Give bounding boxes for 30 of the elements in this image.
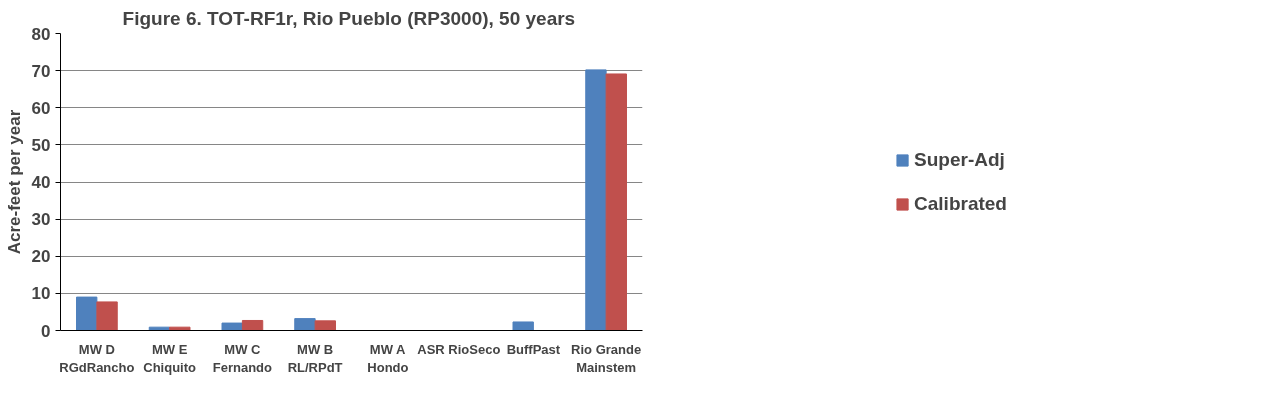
y-tick-label: 60	[31, 98, 51, 118]
y-tick-label: 80	[31, 24, 51, 44]
x-tick-label: MW D RGdRancho	[59, 341, 135, 375]
legend-label: Calibrated	[914, 192, 1007, 215]
x-tick-label: ASR RioSeco	[417, 341, 501, 357]
y-axis-title: Acre-feet per year	[4, 109, 24, 255]
y-tick-label: 70	[31, 61, 51, 81]
x-tick-label: MW C Fernando	[212, 341, 273, 375]
y-tick-label: 50	[31, 135, 51, 155]
y-tick-label: 30	[31, 210, 51, 230]
bar	[76, 296, 98, 331]
chart-title: Figure 6. TOT-RF1r, Rio Pueblo (RP3000), 50 years	[122, 7, 576, 29]
bar	[221, 322, 243, 331]
x-tick-label: Rio Grande Mainstem	[571, 341, 642, 375]
y-tick-label: 10	[31, 284, 51, 304]
y-tick-label: 0	[41, 321, 51, 341]
bar	[585, 69, 607, 331]
x-tick-label: MW E Chiquito	[143, 341, 197, 375]
legend-label: Super-Adj	[914, 148, 1005, 171]
bar	[314, 320, 336, 331]
y-tick-label: 40	[31, 173, 51, 192]
bar	[294, 318, 316, 331]
bar	[605, 73, 627, 331]
bar	[512, 321, 534, 331]
x-tick-label: BuffPast	[506, 341, 561, 357]
bar	[241, 319, 264, 331]
x-tick-label: MW A Hondo	[367, 341, 409, 375]
bar	[96, 301, 118, 331]
x-tick-label: MW B RL/RPdT	[287, 341, 343, 375]
y-tick-label: 20	[31, 247, 51, 267]
